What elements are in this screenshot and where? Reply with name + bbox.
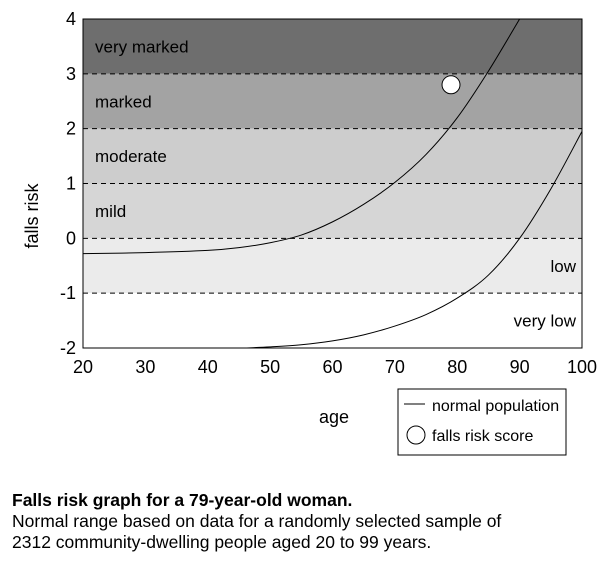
legend-line-label: normal population <box>432 398 559 415</box>
y-tick-label: 4 <box>66 9 76 29</box>
y-tick-label: 2 <box>66 119 76 139</box>
normal-population-lower-curve <box>245 131 583 349</box>
legend-marker-label: falls risk score <box>432 428 533 445</box>
x-tick-label: 20 <box>73 357 93 377</box>
band-label: mild <box>95 202 126 221</box>
risk-band <box>83 73 582 129</box>
band-label: very marked <box>95 37 189 56</box>
x-tick-label: 90 <box>510 357 530 377</box>
y-axis-label: falls risk <box>22 183 42 249</box>
risk-band <box>83 128 582 184</box>
risk-band <box>83 293 582 348</box>
risk-bands <box>83 19 582 348</box>
x-tick-label: 70 <box>385 357 405 377</box>
legend-marker-sample <box>406 425 426 445</box>
y-tick-label: -2 <box>60 338 76 358</box>
x-tick-label: 80 <box>447 357 467 377</box>
risk-band <box>83 19 582 74</box>
y-tick-label: 0 <box>66 228 76 248</box>
band-label: moderate <box>95 147 167 166</box>
figure-caption: Falls risk graph for a 79-year-old woman… <box>12 490 602 553</box>
falls-risk-score-marker <box>441 75 461 95</box>
legend: normal population falls risk score <box>397 388 567 456</box>
band-label: low <box>550 257 576 276</box>
caption-line: Normal range based on data for a randoml… <box>12 511 502 531</box>
x-axis-label: age <box>319 407 349 427</box>
y-tick-label: -1 <box>60 283 76 303</box>
risk-band <box>83 238 582 294</box>
falls-risk-chart: very marked marked moderate mild low very low… <box>22 9 597 456</box>
legend-box <box>397 388 567 456</box>
y-tick-label: 1 <box>66 174 76 194</box>
x-tick-label: 60 <box>322 357 342 377</box>
band-label: very low <box>514 312 577 331</box>
gridlines <box>83 73 582 294</box>
curves <box>82 18 583 349</box>
band-labels: very marked marked moderate mild low very low <box>95 37 577 330</box>
x-tick-label: 30 <box>135 357 155 377</box>
band-label: marked <box>95 92 152 111</box>
tick-labels: 20 30 40 50 60 70 80 90 100 -2 -1 0 1 2 3 4 <box>60 9 597 377</box>
caption-line: 2312 community-dwelling people aged 20 t… <box>12 532 432 552</box>
x-tick-label: 50 <box>260 357 280 377</box>
x-tick-label: 100 <box>567 357 597 377</box>
normal-population-upper-curve <box>82 18 521 255</box>
x-tick-label: 40 <box>198 357 218 377</box>
y-tick-label: 3 <box>66 64 76 84</box>
caption-title: Falls risk graph for a 79-year-old woman… <box>12 490 353 510</box>
risk-band <box>83 183 582 239</box>
plot-frame <box>82 18 583 349</box>
